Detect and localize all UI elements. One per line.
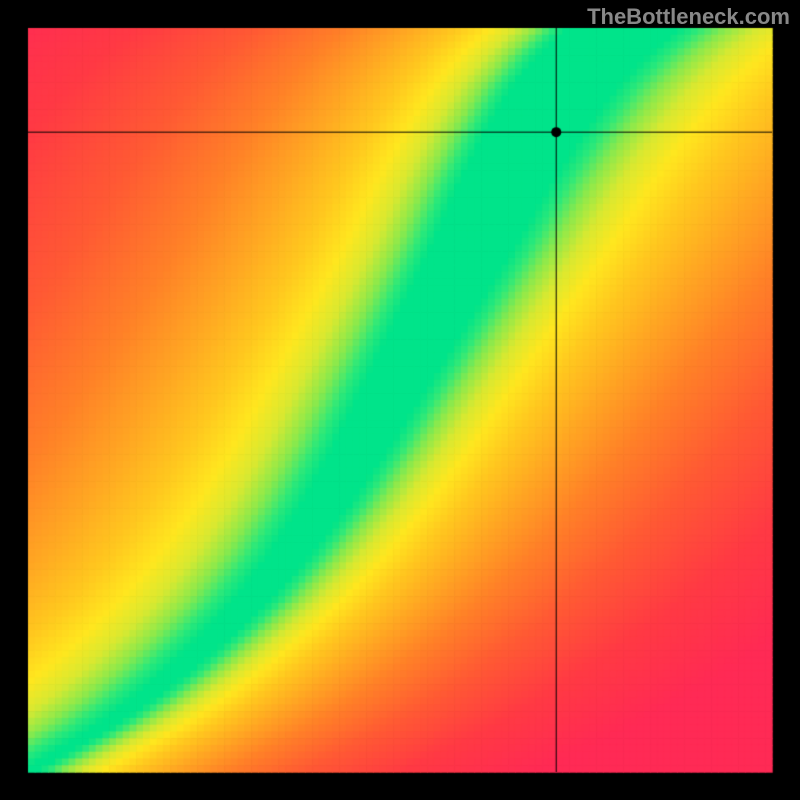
bottleneck-heatmap [0, 0, 800, 800]
chart-container: TheBottleneck.com [0, 0, 800, 800]
watermark-label: TheBottleneck.com [587, 4, 790, 30]
